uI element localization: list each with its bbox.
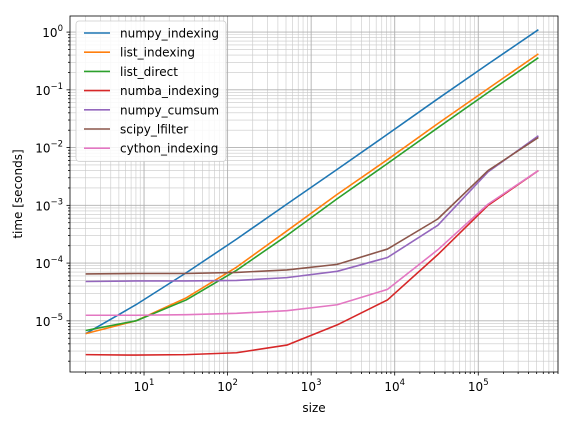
x-axis: 101 102 103 104 105 (85, 372, 559, 394)
series-line-numpy-indexing (85, 29, 539, 335)
legend-label: numpy_cumsum (120, 103, 219, 117)
series-line-list-direct (85, 57, 539, 332)
x-tick-label: 105 (468, 378, 489, 394)
legend-label: scipy_lfilter (120, 123, 188, 137)
legend-label: list_indexing (120, 46, 195, 60)
series-line-scipy-lfilter (85, 136, 539, 275)
y-axis-label: time [seconds] (11, 149, 25, 238)
y-tick-label: 10−3 (35, 197, 63, 213)
y-tick-label: 100 (42, 24, 63, 40)
legend-label: numpy_indexing (120, 27, 219, 41)
y-tick-label: 10−1 (35, 82, 63, 98)
y-tick-label: 10−4 (35, 255, 63, 271)
series-layer (85, 29, 539, 356)
y-tick-label: 10−5 (35, 313, 63, 329)
x-tick-label: 101 (134, 378, 155, 394)
series-line-numpy-cumsum (85, 135, 539, 283)
plot-frame (69, 15, 559, 373)
x-tick-label: 103 (301, 378, 322, 394)
x-tick-label: 104 (384, 378, 405, 394)
y-axis: 10−5 10−4 10−3 10−2 10−1 100 (35, 24, 70, 362)
series-line-numba-indexing (85, 169, 539, 356)
legend: numpy_indexing list_indexing list_directnu… (75, 20, 227, 162)
series-line-cython-indexing (85, 169, 539, 317)
legend-label: numba_indexing (120, 84, 219, 98)
x-tick-label: 102 (217, 378, 238, 394)
x-axis-label: size (302, 401, 325, 415)
legend-box (75, 20, 227, 162)
legend-label: list_direct (120, 65, 178, 79)
series-line-list-indexing (85, 53, 539, 335)
legend-label: cython_indexing (120, 142, 218, 156)
y-tick-label: 10−2 (35, 140, 63, 156)
